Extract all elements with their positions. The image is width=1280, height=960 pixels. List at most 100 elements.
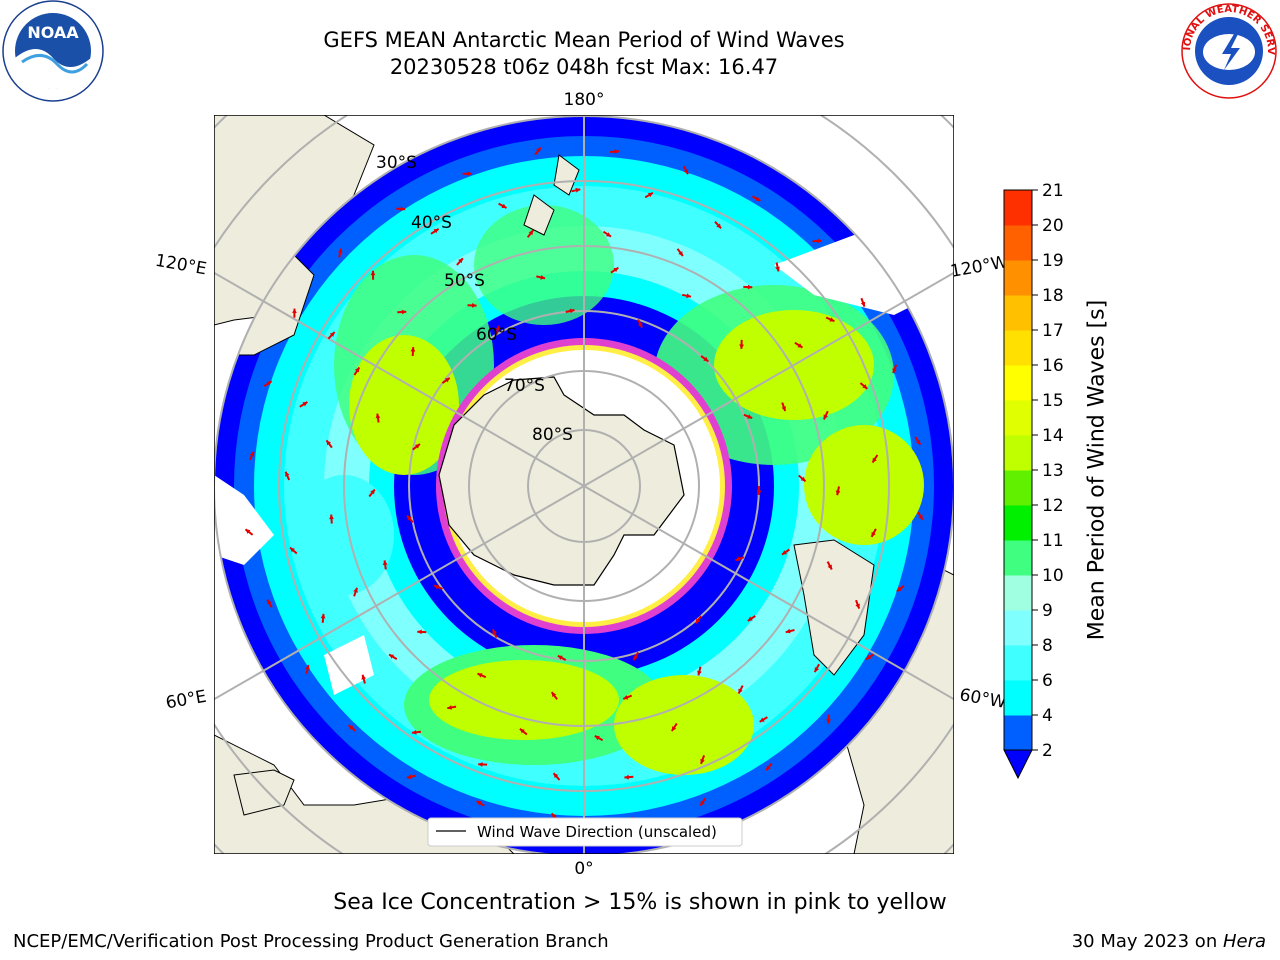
wave-direction-arrowhead (766, 765, 771, 771)
nws-logo: NATIONAL WEATHER SERVICE (1178, 0, 1278, 100)
wave-direction-arrowhead (915, 439, 921, 445)
colorbar-band (1004, 225, 1032, 261)
wave-direction-arrowhead (249, 451, 255, 457)
wave-direction-arrowhead (700, 758, 705, 764)
wave-direction-arrowhead (827, 564, 832, 570)
colorbar-tick-label: 8 (1042, 636, 1053, 656)
wave-direction-arrowhead (697, 670, 702, 676)
wave-direction-arrowhead (266, 381, 272, 386)
wave-direction-arrowhead (375, 413, 381, 419)
lon-label-top: 180° (564, 90, 605, 110)
wave-direction-arrowhead (329, 514, 334, 520)
wave-direction-arrowhead (492, 629, 497, 635)
wave-direction-arrowhead (467, 171, 472, 177)
wave-direction-arrowhead (759, 717, 765, 722)
wave-direction-arrowhead (434, 584, 439, 590)
wave-direction-arrowhead (613, 267, 619, 273)
wave-direction-arrowhead (594, 735, 600, 741)
polar-map: 30°S 40°S 50°S 60°S 70°S 80°S Wind Wave … (213, 114, 955, 855)
colorbar-tick-label: 20 (1042, 216, 1064, 236)
wave-direction-arrowhead (414, 444, 420, 449)
wave-direction-arrowhead (785, 628, 791, 634)
wave-direction-arrowhead (872, 457, 877, 463)
lon-label-bottom: 0° (574, 859, 593, 879)
wave-direction-arrowhead (353, 587, 358, 593)
chart-title: GEFS MEAN Antarctic Mean Period of Wind … (323, 28, 845, 52)
colorbar-tick-label: 10 (1042, 566, 1064, 586)
wave-direction-arrowhead (614, 149, 620, 154)
wave-direction-arrowhead (775, 266, 780, 272)
colorbar-band (1004, 295, 1032, 331)
wave-direction-arrowhead (855, 603, 860, 609)
noaa-logo-text: NOAA (27, 23, 79, 42)
map-svg: 30°S 40°S 50°S 60°S 70°S 80°S Wind Wave … (213, 114, 955, 855)
colorbar-band (1004, 400, 1032, 436)
wave-direction-arrowhead (551, 692, 557, 698)
wave-direction-arrowhead (433, 228, 439, 234)
lat-label-70s: 70°S (504, 376, 545, 396)
wave-direction-arrowhead (245, 529, 251, 534)
colorbar-tick-label: 2 (1042, 741, 1053, 761)
wave-direction-arrowhead (540, 275, 546, 280)
colorbar-tick-label: 15 (1042, 391, 1064, 411)
wave-direction-arrowhead (703, 356, 709, 362)
footer-date: 30 May 2023 on Hera (1072, 931, 1266, 952)
colorbar-ticks: 2 4 6 8 9 10 11 12 13 14 15 16 17 18 19 20 21 (1032, 181, 1064, 761)
wave-direction-arrowhead (739, 344, 744, 349)
colorbar-tick-label: 19 (1042, 251, 1064, 271)
wave-direction-arrowhead (814, 667, 819, 673)
wave-direction-arrowhead (444, 377, 450, 383)
wave-direction-arrowhead (389, 654, 395, 659)
latitude-labels: 30°S 40°S 50°S 60°S 70°S 80°S (376, 153, 573, 445)
colorbar-tick-label: 14 (1042, 426, 1064, 446)
wave-direction-arrowhead (756, 490, 762, 495)
wave-direction-arrowhead (551, 813, 557, 819)
wave-direction-arrowhead (337, 248, 343, 254)
wave-direction-arrowhead (866, 654, 871, 660)
wave-direction-arrowhead (747, 616, 753, 621)
wave-direction-arrowhead (557, 655, 563, 660)
colorbar: 2 4 6 8 9 10 11 12 13 14 15 16 17 18 19 20 21 (1003, 181, 1064, 780)
wave-direction-arrowhead (477, 673, 483, 678)
lon-label-upper-left: 120°E (154, 251, 208, 280)
wave-direction-arrowhead (918, 514, 923, 520)
wave-direction-arrowhead (417, 629, 422, 635)
wave-direction-arrowhead (735, 556, 741, 561)
colorbar-tick-label: 16 (1042, 356, 1064, 376)
lat-label-40s: 40°S (411, 213, 452, 233)
colorbar-band (1004, 575, 1032, 611)
noaa-logo: NOAA (2, 0, 104, 102)
wave-direction-arrowhead (678, 251, 683, 256)
wave-direction-arrowhead (407, 515, 412, 521)
lat-label-80s: 80°S (532, 425, 573, 445)
colorbar-band (1004, 260, 1032, 296)
wave-direction-arrowhead (747, 414, 753, 419)
wave-direction-arrowhead (410, 347, 416, 352)
wave-direction-arrowhead (382, 560, 388, 566)
colorbar-band (1004, 540, 1032, 576)
wave-direction-arrowhead (755, 196, 761, 201)
lat-label-60s: 60°S (476, 325, 517, 345)
wave-direction-arrowhead (495, 325, 501, 331)
colorbar-band (1004, 645, 1032, 681)
wave-direction-arrowhead (716, 223, 722, 229)
wave-direction-arrowhead (305, 665, 310, 670)
colorbar-label: Mean Period of Wind Waves [s] (1084, 299, 1110, 641)
colorbar-tick-label: 11 (1042, 531, 1064, 551)
wave-direction-arrowhead (412, 730, 417, 735)
wave-direction-arrowhead (623, 695, 629, 700)
wave-direction-arrowhead (606, 232, 611, 237)
colorbar-band (1004, 470, 1032, 506)
wave-direction-arrowhead (862, 384, 868, 389)
wave-direction-arrowhead (860, 301, 866, 307)
wave-direction-arrowhead (823, 414, 828, 420)
wave-direction-arrowhead (519, 728, 525, 734)
wave-direction-arrowhead (747, 284, 753, 290)
wave-direction-arrowhead (406, 774, 412, 780)
wave-direction-arrowhead (320, 613, 326, 619)
colorbar-tick-label: 13 (1042, 461, 1064, 481)
colorbar-band (1004, 680, 1032, 716)
wave-direction-arrowhead (647, 192, 653, 198)
footer-host: Hera (1222, 931, 1266, 952)
wave-direction-arrowhead (447, 705, 452, 710)
